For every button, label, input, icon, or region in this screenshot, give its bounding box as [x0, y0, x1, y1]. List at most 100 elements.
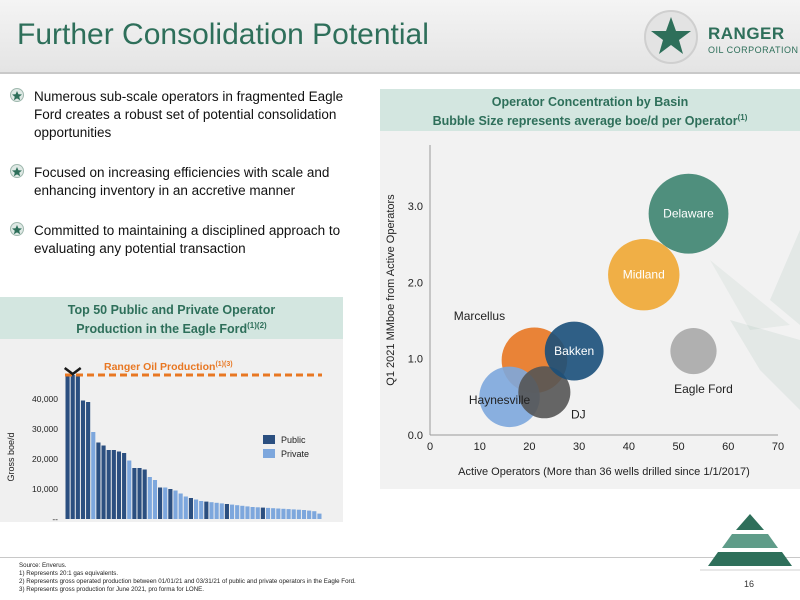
bar-operator [291, 509, 296, 519]
bar-operator [142, 469, 147, 519]
basin-bubble-chart: 0 10 20 30 40 50 60 70 0.0 1.0 2.0 3.0 Active Operat… [385, 145, 784, 478]
highlight-marker-icon [63, 367, 82, 376]
bar-operator [260, 507, 265, 519]
y-tick-label: 20,000 [32, 454, 58, 464]
bar-operator [86, 402, 91, 519]
bubble-label: Haynesville [469, 393, 531, 407]
y-tick-label: 10,000 [32, 484, 58, 494]
x-axis-label: Active Operators (More than 36 wells dri… [458, 466, 750, 478]
bar-operator [296, 509, 301, 519]
y-tick-label: 1.0 [408, 354, 423, 366]
bar-operator [70, 375, 75, 519]
bar-operator [173, 490, 178, 519]
footnote-1: 1) Represents 20:1 gas equivalents. [19, 570, 119, 577]
bubble-label: Delaware [663, 207, 714, 221]
y-tick-label: 0.0 [408, 430, 423, 442]
bar-operator [209, 502, 214, 519]
footer-divider [0, 557, 800, 558]
bar-operator [214, 502, 219, 519]
basin-chart-header: Operator Concentration by Basin Bubble S… [380, 89, 800, 131]
bubble-dj [518, 366, 571, 419]
bubble-label: DJ [571, 407, 586, 421]
bar-operator [183, 496, 188, 519]
bar-operator [152, 480, 158, 519]
slide-title: Further Consolidation Potential [17, 18, 429, 51]
bar-operator [111, 450, 116, 519]
ranger-logo [644, 10, 698, 64]
bar-operator [194, 499, 199, 519]
eagle-ford-header-line2-wrap: Production in the Eagle Ford(1)(2) [0, 318, 343, 337]
bar-operator [271, 508, 276, 519]
bar-operator [250, 507, 255, 519]
bar-operator [199, 501, 204, 519]
bullet-text: Committed to maintaining a disciplined a… [34, 223, 341, 256]
bubble-label: Midland [623, 268, 665, 282]
bubble-delaware [648, 173, 729, 254]
y-tick-label: 40,000 [32, 394, 58, 404]
bar-operator [168, 489, 173, 519]
footnotes: Source: Enverus. 1) Represents 20:1 gas … [19, 562, 356, 594]
x-tick-label: 40 [623, 441, 635, 453]
bar-operator [317, 513, 322, 519]
bar-operator [240, 505, 245, 519]
x-tick-label: 0 [427, 441, 433, 453]
bullet-text: Focused on increasing efficiencies with … [34, 165, 330, 198]
footnote-source: Source: Enverus. [19, 562, 67, 569]
bar-operator [204, 501, 209, 519]
bar-operator [224, 504, 229, 519]
eagle-ford-chart-header: Top 50 Public and Private Operator Produ… [0, 297, 343, 339]
bar-operator [307, 510, 312, 519]
basin-header-line2: Bubble Size represents average boe/d per… [432, 114, 738, 129]
ranger-reference-label: Ranger Oil Production(1)(3) [104, 361, 233, 373]
bar-operator [75, 375, 80, 519]
bar-operator [91, 432, 96, 519]
header-divider [0, 72, 800, 74]
bar-operator [122, 453, 127, 519]
page-number: 16 [744, 579, 755, 589]
bubble-label: Bakken [554, 344, 594, 358]
x-tick-label: 60 [722, 441, 734, 453]
x-tick-label: 10 [474, 441, 486, 453]
star-bullet-icon [10, 88, 24, 102]
y-tick-label: 3.0 [408, 201, 423, 213]
bar-operator [235, 505, 240, 519]
eagle-ford-chart-panel: Gross boe/d -- 10,000 20,000 30,000 40,000 Ran… [0, 339, 343, 524]
x-tick-label: 30 [573, 441, 585, 453]
bar-operator [147, 477, 152, 519]
bullet-list: Numerous sub-scale operators in fragment… [10, 88, 360, 280]
star-bullet-icon [10, 222, 24, 236]
bar-operator [101, 445, 106, 519]
bullet-item: Committed to maintaining a disciplined a… [10, 222, 360, 258]
bar-operator [286, 509, 291, 519]
y-axis-label: Q1 2021 MMboe from Active Operators [385, 194, 397, 386]
x-tick-label: 50 [672, 441, 684, 453]
basin-header-line1: Operator Concentration by Basin [491, 95, 689, 109]
eagle-ford-header-sup: (1)(2) [247, 321, 267, 330]
bar-operator [137, 468, 142, 519]
bullet-item: Focused on increasing efficiencies with … [10, 164, 360, 200]
bar-operator [96, 442, 101, 519]
bar-operator [245, 506, 250, 519]
footnote-2: 2) Represents gross operated production … [19, 578, 356, 585]
bar-operator [80, 400, 86, 519]
bar-operator [188, 498, 193, 519]
legend-label: Public [281, 435, 306, 445]
bar-operator [229, 504, 235, 519]
y-tick-label: -- [52, 514, 58, 522]
bar-operator [219, 503, 224, 519]
bubble-eagle-ford [670, 327, 717, 375]
legend-label: Private [281, 449, 309, 459]
bubble-label: Eagle Ford [674, 382, 733, 396]
bar-operator [116, 451, 122, 519]
bubble-midland [608, 239, 680, 311]
legend-swatch [263, 449, 275, 458]
bubble-bakken [544, 321, 604, 381]
bar-operator [158, 487, 163, 519]
bar-operator [106, 450, 111, 519]
y-tick-label: 2.0 [408, 277, 423, 289]
footnote-3: 3) Represents gross production for June … [19, 586, 205, 593]
bar-operator [163, 487, 168, 519]
basin-header-sup: (1) [737, 113, 748, 122]
y-axis-label: Gross boe/d [6, 432, 16, 481]
bar-operator [65, 375, 70, 519]
